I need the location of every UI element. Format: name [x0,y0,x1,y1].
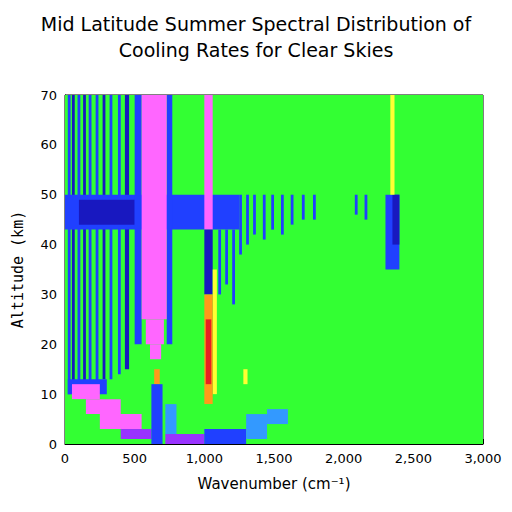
svg-text:Wavenumber (cm⁻¹): Wavenumber (cm⁻¹) [198,475,351,493]
svg-text:1,000: 1,000 [186,451,223,466]
svg-text:70: 70 [40,88,57,103]
svg-text:40: 40 [40,237,57,252]
svg-text:10: 10 [40,387,57,402]
svg-text:Cooling Rates for Clear Skies: Cooling Rates for Clear Skies [119,39,394,61]
svg-text:0: 0 [61,451,69,466]
svg-text:60: 60 [40,137,57,152]
svg-text:20: 20 [40,337,57,352]
svg-text:Altitude (km): Altitude (km) [9,211,27,328]
svg-text:2,500: 2,500 [395,451,432,466]
svg-text:1,500: 1,500 [255,451,292,466]
svg-text:0: 0 [49,437,57,452]
svg-text:30: 30 [40,287,57,302]
svg-text:Mid Latitude Summer Spectral D: Mid Latitude Summer Spectral Distributio… [41,13,473,35]
svg-text:3,000: 3,000 [464,451,501,466]
svg-text:50: 50 [40,187,57,202]
svg-text:500: 500 [122,451,147,466]
svg-text:2,000: 2,000 [325,451,362,466]
